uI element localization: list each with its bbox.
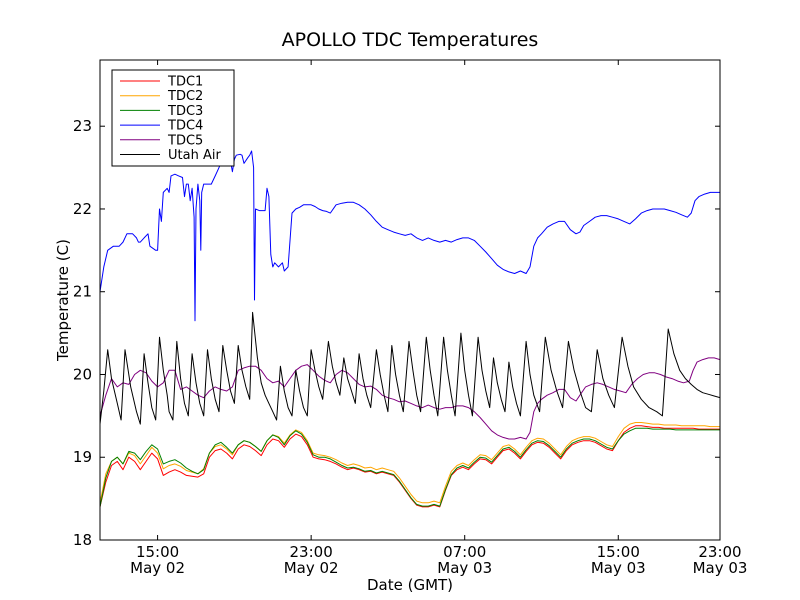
x-tick-label-time: 23:00: [290, 543, 333, 561]
y-tick-label: 20: [73, 365, 92, 383]
series-line-tdc5: [100, 357, 720, 440]
series-line-utah-air: [100, 311, 720, 425]
legend-label-utah-air: Utah Air: [168, 148, 221, 163]
legend-label-tdc1: TDC1: [167, 75, 203, 90]
x-tick-label-time: 15:00: [136, 543, 179, 561]
legend-label-tdc2: TDC2: [167, 89, 203, 104]
series-line-tdc2: [100, 422, 720, 504]
legend-box: [111, 69, 235, 167]
series-layer: [100, 150, 720, 508]
series-line-tdc4: [100, 150, 720, 322]
x-tick-label-time: 23:00: [698, 543, 741, 561]
y-tick-label: 18: [73, 531, 92, 549]
x-tick-label-time: 15:00: [597, 543, 640, 561]
x-tick-label-time: 07:00: [443, 543, 486, 561]
x-tick-label-date: May 03: [437, 559, 492, 577]
x-axis-label: Date (GMT): [367, 576, 453, 594]
y-tick-label: 19: [73, 448, 92, 466]
series-line-tdc1: [100, 425, 720, 508]
y-tick-label: 22: [73, 200, 92, 218]
y-tick-label: 21: [73, 283, 92, 301]
legend-label-tdc5: TDC5: [167, 133, 203, 148]
x-tick-label-date: May 02: [284, 559, 339, 577]
x-tick-label-date: May 03: [591, 559, 646, 577]
y-axis-label: Temperature (C): [54, 239, 72, 362]
chart-title: APOLLO TDC Temperatures: [282, 29, 539, 51]
legend-label-tdc3: TDC3: [167, 104, 203, 119]
legend-label-tdc4: TDC4: [167, 119, 203, 134]
x-tick-label-date: May 03: [693, 559, 748, 577]
plot-frame: [99, 59, 721, 541]
y-tick-label: 23: [73, 117, 92, 135]
x-tick-label-date: May 02: [130, 559, 185, 577]
series-line-tdc3: [100, 427, 720, 507]
